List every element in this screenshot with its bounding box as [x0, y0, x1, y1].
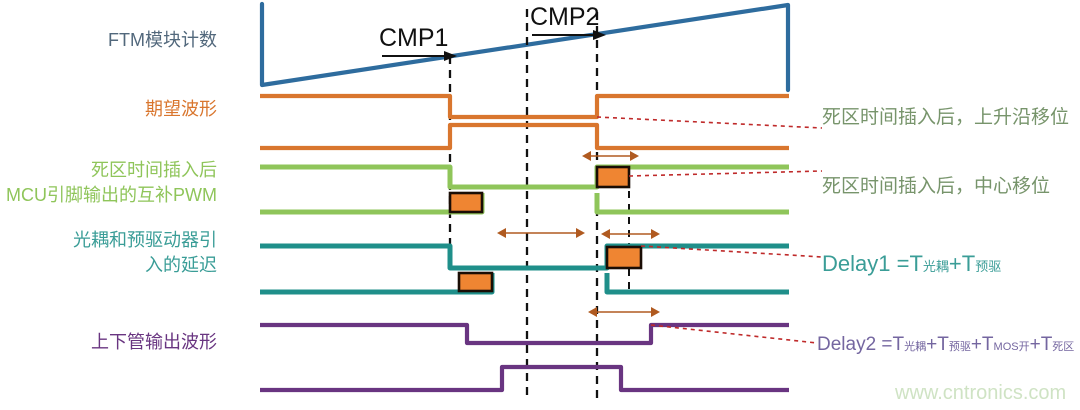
svg-text:CMP1: CMP1: [379, 24, 448, 52]
svg-text:CMP2: CMP2: [530, 3, 599, 31]
